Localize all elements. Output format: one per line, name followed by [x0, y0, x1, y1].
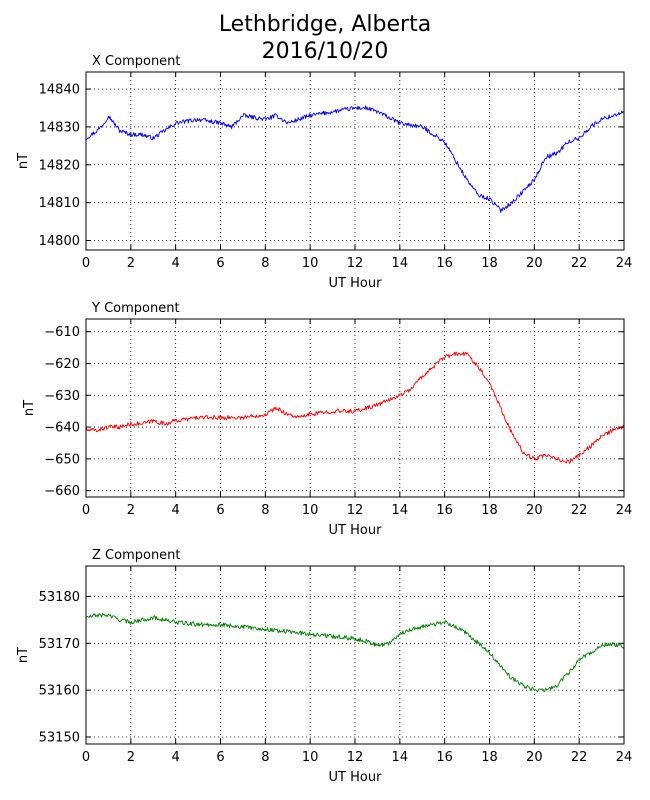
x-tick-label: 12	[347, 750, 364, 765]
panel-title: X Component	[92, 54, 181, 69]
x-tick-label: 16	[436, 503, 453, 518]
x-tick-label: 0	[82, 503, 90, 518]
y-tick-label: −620	[44, 357, 80, 372]
y-tick-label: 53160	[39, 684, 80, 699]
x-tick-label: 2	[127, 256, 135, 271]
y-tick-label: 53170	[39, 637, 80, 652]
x-tick-label: 20	[526, 750, 543, 765]
figure-title-date: 2016/10/20	[261, 39, 389, 64]
y-tick-label: 14840	[39, 83, 80, 98]
figure-title-station: Lethbridge, Alberta	[218, 12, 432, 37]
x-tick-label: 6	[216, 256, 224, 271]
x-tick-label: 4	[172, 256, 180, 271]
x-tick-label: 14	[392, 256, 409, 271]
grid-lines	[86, 566, 624, 744]
x-tick-label: 0	[82, 750, 90, 765]
y-tick-label: −660	[44, 484, 80, 499]
x-tick-label: 10	[302, 750, 319, 765]
x-axis-label: UT Hour	[329, 770, 383, 785]
panel-title: Y Component	[91, 301, 180, 316]
x-tick-label: 8	[261, 503, 269, 518]
x-tick-label: 22	[571, 750, 588, 765]
y-tick-label: 14830	[39, 120, 80, 135]
x-tick-label: 10	[302, 503, 319, 518]
x-tick-label: 22	[571, 256, 588, 271]
x-tick-label: 6	[216, 750, 224, 765]
y-tick-label: −650	[44, 452, 80, 467]
x-tick-label: 22	[571, 503, 588, 518]
y-tick-label: 14800	[39, 234, 80, 249]
x-tick-label: 18	[481, 503, 498, 518]
series-line	[85, 105, 625, 213]
y-tick-label: −610	[44, 325, 80, 340]
x-tick-label: 12	[347, 256, 364, 271]
x-tick-label: 14	[392, 503, 409, 518]
x-axis-label: UT Hour	[329, 276, 383, 291]
y-tick-label: 14810	[39, 196, 80, 211]
x-tick-label: 18	[481, 750, 498, 765]
y-tick-label: −640	[44, 421, 80, 436]
x-tick-label: 20	[526, 503, 543, 518]
series-line	[85, 612, 625, 693]
x-tick-label: 24	[616, 750, 633, 765]
y-tick-label: 53150	[39, 730, 80, 745]
y-axis-label: nT	[16, 153, 31, 169]
y-axis-label: nT	[22, 400, 37, 416]
series-line	[85, 351, 625, 464]
y-axis-label: nT	[16, 647, 31, 663]
x-tick-label: 18	[481, 256, 498, 271]
x-tick-label: 10	[302, 256, 319, 271]
grid-lines	[86, 72, 624, 250]
y-tick-label: 53180	[39, 590, 80, 605]
x-tick-label: 16	[436, 750, 453, 765]
x-tick-label: 0	[82, 256, 90, 271]
x-tick-label: 16	[436, 256, 453, 271]
x-tick-label: 2	[127, 750, 135, 765]
x-tick-label: 6	[216, 503, 224, 518]
x-tick-label: 24	[616, 256, 633, 271]
y-tick-label: 14820	[39, 158, 80, 173]
x-tick-label: 4	[172, 750, 180, 765]
x-tick-label: 12	[347, 503, 364, 518]
x-tick-label: 4	[172, 503, 180, 518]
x-tick-label: 14	[392, 750, 409, 765]
x-tick-label: 8	[261, 750, 269, 765]
x-tick-label: 20	[526, 256, 543, 271]
x-tick-label: 2	[127, 503, 135, 518]
x-tick-label: 24	[616, 503, 633, 518]
panel-title: Z Component	[92, 548, 181, 563]
x-tick-label: 8	[261, 256, 269, 271]
grid-lines	[86, 319, 624, 497]
y-tick-label: −630	[44, 389, 80, 404]
x-axis-label: UT Hour	[329, 523, 383, 538]
